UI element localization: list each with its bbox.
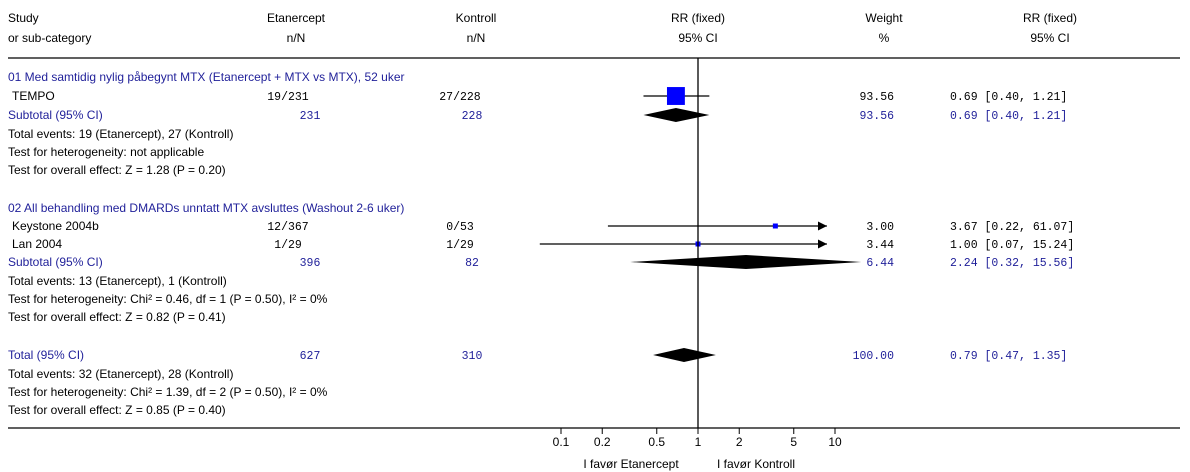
plot-marks bbox=[539, 58, 862, 428]
x-tick-label: 10 bbox=[828, 435, 842, 449]
study-name: Lan 2004 bbox=[12, 237, 62, 251]
study-name: Keystone 2004b bbox=[12, 219, 99, 233]
x-tick-label: 0.2 bbox=[594, 435, 611, 449]
study-name: TEMPO bbox=[12, 89, 55, 103]
study-ci: 0.69 [0.40, 1.21] bbox=[950, 91, 1067, 104]
study-ctrl: 1/29 bbox=[446, 239, 474, 252]
subtotal-diamond bbox=[630, 255, 862, 269]
subtotal-diamond bbox=[643, 108, 710, 122]
study-marker bbox=[772, 223, 778, 229]
study-weight: 93.56 bbox=[859, 91, 894, 104]
total-weight: 100.00 bbox=[853, 350, 895, 363]
total-note: Total events: 32 (Etanercept), 28 (Kontr… bbox=[8, 367, 233, 381]
header-weight-sub: % bbox=[879, 31, 890, 45]
header-ctrl-sub: n/N bbox=[467, 31, 486, 45]
group-title: 02 All behandling med DMARDs unntatt MTX… bbox=[8, 201, 404, 215]
x-tick-label: 0.1 bbox=[553, 435, 570, 449]
header-rr-plot-sub: 95% CI bbox=[678, 31, 717, 45]
study-treat: 1/29 bbox=[274, 239, 302, 252]
table-rows: 01 Med samtidig nylig påbegynt MTX (Etan… bbox=[8, 70, 1074, 417]
total-ctrl: 310 bbox=[462, 350, 483, 363]
total-ci: 0.79 [0.47, 1.35] bbox=[950, 350, 1067, 363]
study-treat: 19/231 bbox=[267, 91, 309, 104]
header-rr-text-sub: 95% CI bbox=[1030, 31, 1069, 45]
group-note: Test for heterogeneity: Chi² = 0.46, df … bbox=[8, 292, 328, 306]
group-note: Test for overall effect: Z = 0.82 (P = 0… bbox=[8, 310, 226, 324]
study-ctrl: 27/228 bbox=[439, 91, 481, 104]
group-note: Test for overall effect: Z = 1.28 (P = 0… bbox=[8, 163, 226, 177]
subtotal-ci: 0.69 [0.40, 1.21] bbox=[950, 110, 1067, 123]
favours-left: I favør Etanercept bbox=[583, 457, 679, 471]
subtotal-treat: 396 bbox=[300, 257, 321, 270]
subtotal-treat: 231 bbox=[300, 110, 321, 123]
x-tick-label: 2 bbox=[736, 435, 743, 449]
study-ctrl: 0/53 bbox=[446, 221, 474, 234]
subtotal-weight: 6.44 bbox=[866, 257, 894, 270]
x-axis: 0.1 0.2 0.5 1 2 5 10 I favør Etanercept I favør … bbox=[553, 428, 842, 471]
subtotal-ctrl: 228 bbox=[462, 110, 483, 123]
total-diamond bbox=[653, 348, 716, 362]
x-tick-label: 5 bbox=[790, 435, 797, 449]
subtotal-ci: 2.24 [0.32, 15.56] bbox=[950, 257, 1074, 270]
total-note: Test for overall effect: Z = 0.85 (P = 0… bbox=[8, 403, 226, 417]
group-title: 01 Med samtidig nylig påbegynt MTX (Etan… bbox=[8, 70, 405, 84]
study-weight: 3.00 bbox=[866, 221, 894, 234]
study-right-arrow bbox=[818, 239, 827, 249]
favours-right: I favør Kontroll bbox=[717, 457, 795, 471]
study-ci: 3.67 [0.22, 61.07] bbox=[950, 221, 1074, 234]
header-treat-sub: n/N bbox=[287, 31, 306, 45]
header-weight: Weight bbox=[865, 11, 903, 25]
total-treat: 627 bbox=[300, 350, 321, 363]
total-note: Test for heterogeneity: Chi² = 1.39, df … bbox=[8, 385, 328, 399]
study-weight: 3.44 bbox=[866, 239, 894, 252]
header-rr-plot: RR (fixed) bbox=[671, 11, 725, 25]
study-marker bbox=[666, 87, 685, 105]
header-study-sub: or sub-category bbox=[8, 31, 91, 45]
total-label: Total (95% CI) bbox=[8, 348, 84, 362]
study-ci: 1.00 [0.07, 15.24] bbox=[950, 239, 1074, 252]
header-treat: Etanercept bbox=[267, 11, 326, 25]
header-ctrl: Kontroll bbox=[456, 11, 497, 25]
study-treat: 12/367 bbox=[267, 221, 308, 234]
x-tick-label: 0.5 bbox=[648, 435, 665, 449]
group-note: Total events: 19 (Etanercept), 27 (Kontr… bbox=[8, 127, 233, 141]
column-headers: Study or sub-category Etanercept n/N Kon… bbox=[8, 11, 1077, 45]
group-note: Total events: 13 (Etanercept), 1 (Kontro… bbox=[8, 274, 227, 288]
subtotal-ctrl: 82 bbox=[465, 257, 479, 270]
subtotal-weight: 93.56 bbox=[859, 110, 894, 123]
group-note: Test for heterogeneity: not applicable bbox=[8, 145, 204, 159]
header-rr-text: RR (fixed) bbox=[1023, 11, 1077, 25]
subtotal-label: Subtotal (95% CI) bbox=[8, 108, 103, 122]
subtotal-label: Subtotal (95% CI) bbox=[8, 255, 103, 269]
study-right-arrow bbox=[818, 221, 827, 231]
x-tick-label: 1 bbox=[695, 435, 702, 449]
header-study: Study bbox=[8, 11, 39, 25]
